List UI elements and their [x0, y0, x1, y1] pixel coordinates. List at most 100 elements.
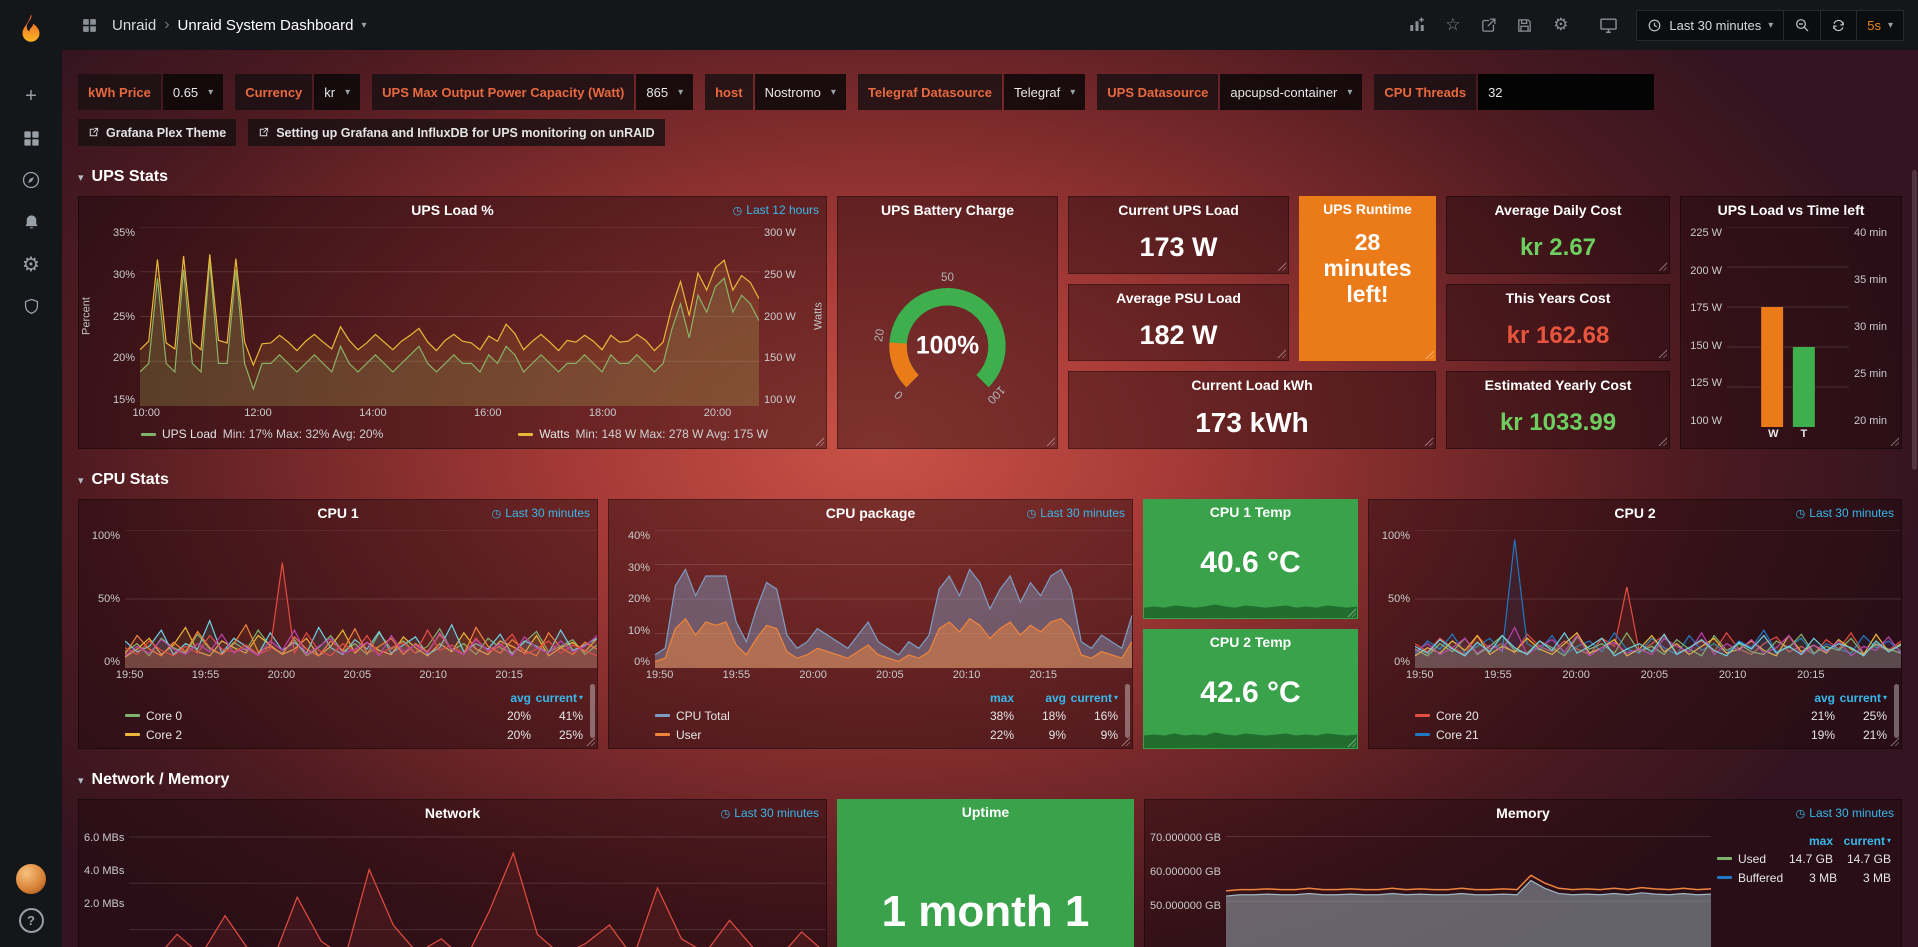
legend-scrollbar[interactable]: [590, 684, 595, 738]
panel-resize-handle[interactable]: [1657, 260, 1667, 271]
legend-series[interactable]: Core 21: [1415, 728, 1783, 742]
variable-dropdown[interactable]: Telegraf ▾: [1003, 74, 1086, 110]
dashboard-grid-icon[interactable]: [76, 12, 103, 39]
panel-resize-handle[interactable]: [1276, 260, 1286, 271]
save-icon[interactable]: [1511, 12, 1538, 39]
panel-header[interactable]: CPU package ◷ Last 30 minutes: [609, 500, 1132, 526]
panel-resize-handle[interactable]: [1423, 435, 1433, 446]
cycle-view-monitor-icon[interactable]: [1595, 12, 1622, 39]
alerting-bell-icon[interactable]: [10, 204, 52, 240]
legend-col-current[interactable]: current ▾: [1843, 833, 1891, 848]
chart-plot[interactable]: [125, 530, 597, 668]
legend-series[interactable]: Used: [1717, 852, 1775, 866]
legend-item[interactable]: Watts Min: 148 W Max: 278 W Avg: 175 W: [518, 427, 768, 441]
server-admin-shield-icon[interactable]: [10, 288, 52, 324]
chart-plot[interactable]: [129, 830, 826, 947]
refresh-interval-dropdown[interactable]: 5s ▾: [1856, 9, 1904, 41]
variable-dropdown[interactable]: kr ▾: [314, 74, 361, 110]
row-header-network-memory[interactable]: ▾ Network / Memory: [78, 771, 1902, 789]
settings-gear-icon[interactable]: ⚙: [1553, 15, 1569, 34]
panel-header[interactable]: Memory ◷ Last 30 minutes: [1145, 800, 1901, 826]
row-header-cpu-stats[interactable]: ▾ CPU Stats: [78, 471, 1902, 489]
scrollbar[interactable]: [1912, 170, 1917, 470]
configuration-gear-icon[interactable]: ⚙: [22, 253, 40, 276]
panel-header[interactable]: Current UPS Load: [1069, 197, 1288, 223]
grafana-logo-icon[interactable]: [12, 10, 50, 48]
chart-plot[interactable]: [1415, 530, 1901, 668]
panel-resize-handle[interactable]: [1045, 436, 1055, 446]
legend-row: Core 2 20% 25%: [125, 725, 583, 744]
panel-header[interactable]: CPU 2 ◷ Last 30 minutes: [1369, 500, 1901, 526]
panel-header[interactable]: Average PSU Load: [1069, 285, 1288, 311]
panel-resize-handle[interactable]: [1276, 348, 1286, 359]
dashboard-link-ups-guide[interactable]: Setting up Grafana and InfluxDB for UPS …: [248, 119, 665, 146]
panel-header[interactable]: Network ◷ Last 30 minutes: [79, 800, 826, 826]
panel-resize-handle[interactable]: [1889, 736, 1899, 746]
panel-header[interactable]: UPS Load % ◷ Last 12 hours: [79, 197, 826, 223]
legend-col-avg[interactable]: avg: [1814, 690, 1835, 705]
cpu-threads-input[interactable]: 32: [1478, 74, 1655, 110]
legend-col-max[interactable]: max: [1808, 833, 1833, 848]
legend-series[interactable]: CPU Total: [655, 709, 962, 723]
variable-dropdown[interactable]: Nostromo ▾: [754, 74, 846, 110]
panel-header[interactable]: Estimated Yearly Cost: [1447, 372, 1669, 398]
star-icon[interactable]: ☆: [1445, 15, 1461, 34]
legend-series[interactable]: Buffered: [1717, 871, 1783, 885]
add-panel-icon[interactable]: [1403, 12, 1430, 39]
dashboards-icon[interactable]: [10, 120, 52, 156]
legend-item[interactable]: UPS Load Min: 17% Max: 32% Avg: 20%: [141, 427, 383, 441]
panel-resize-handle[interactable]: [1657, 348, 1667, 359]
chart-plot[interactable]: [1225, 830, 1711, 947]
panel-resize-handle[interactable]: [1889, 436, 1899, 446]
row-header-ups-stats[interactable]: ▾ UPS Stats: [78, 168, 1902, 186]
panel-header[interactable]: Uptime: [837, 799, 1134, 825]
panel-header[interactable]: UPS Load vs Time left: [1681, 197, 1901, 223]
panel-resize-handle[interactable]: [1346, 607, 1356, 617]
chart-plot[interactable]: [1727, 227, 1849, 427]
share-icon[interactable]: [1475, 12, 1502, 39]
panel-resize-handle[interactable]: [1424, 349, 1434, 360]
ups-costs-column: Average Daily Cost kr 2.67 This Years Co…: [1446, 196, 1670, 450]
panel-header[interactable]: Current Load kWh: [1069, 372, 1435, 398]
variable-dropdown[interactable]: 0.65 ▾: [162, 74, 224, 110]
panel-resize-handle[interactable]: [1346, 737, 1356, 747]
legend-col-max[interactable]: max: [989, 690, 1014, 705]
legend-col-current[interactable]: current ▾: [1070, 690, 1118, 705]
zoom-out-button[interactable]: [1783, 9, 1822, 41]
legend-scrollbar[interactable]: [1125, 684, 1130, 738]
help-icon[interactable]: ?: [18, 908, 44, 933]
panel-resize-handle[interactable]: [585, 736, 595, 746]
panel-header[interactable]: UPS Runtime: [1299, 196, 1436, 222]
breadcrumb-folder[interactable]: Unraid: [112, 16, 157, 34]
refresh-button[interactable]: [1820, 9, 1858, 41]
avatar[interactable]: [16, 864, 46, 894]
legend-series[interactable]: Core 20: [1415, 709, 1783, 723]
panel-header[interactable]: Average Daily Cost: [1447, 197, 1669, 223]
variable-dropdown[interactable]: 865 ▾: [636, 74, 694, 110]
panel-header[interactable]: UPS Battery Charge: [838, 197, 1057, 223]
panel-header[interactable]: CPU 1 ◷ Last 30 minutes: [79, 500, 597, 526]
legend-scrollbar[interactable]: [1894, 684, 1899, 738]
panel-resize-handle[interactable]: [1657, 436, 1667, 447]
panel-resize-handle[interactable]: [1120, 736, 1130, 746]
legend-col-current[interactable]: current ▾: [1839, 690, 1887, 705]
legend-series[interactable]: User: [655, 728, 962, 742]
panel-header[interactable]: CPU 1 Temp: [1143, 499, 1358, 525]
legend-series[interactable]: Core 2: [125, 728, 479, 742]
dashboard-link-plex-theme[interactable]: Grafana Plex Theme: [78, 119, 237, 146]
create-plus-icon[interactable]: +: [25, 84, 37, 107]
dashboard-title[interactable]: Unraid System Dashboard: [177, 16, 354, 34]
chart-plot[interactable]: [655, 530, 1132, 668]
legend-series[interactable]: Core 0: [125, 709, 479, 723]
breadcrumb[interactable]: Unraid › Unraid System Dashboard ▾: [112, 16, 366, 34]
panel-header[interactable]: CPU 2 Temp: [1143, 629, 1358, 655]
time-range-picker[interactable]: Last 30 minutes ▾: [1636, 9, 1785, 41]
explore-compass-icon[interactable]: [10, 162, 52, 198]
legend-col-avg[interactable]: avg: [1045, 690, 1066, 705]
legend-col-avg[interactable]: avg: [510, 690, 531, 705]
panel-resize-handle[interactable]: [814, 436, 824, 446]
panel-header[interactable]: This Years Cost: [1447, 285, 1669, 311]
legend-col-current[interactable]: current ▾: [535, 690, 583, 705]
chart-plot[interactable]: [140, 227, 759, 406]
variable-dropdown[interactable]: apcupsd-container ▾: [1220, 74, 1363, 110]
